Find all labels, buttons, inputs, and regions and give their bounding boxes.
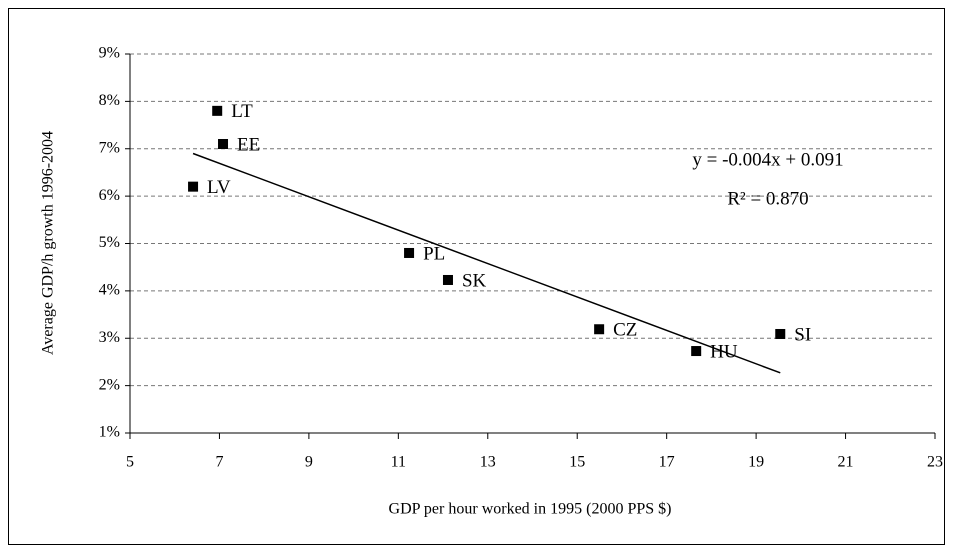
point [775,328,786,339]
point [442,274,453,285]
x-tick-label: 17 [659,454,675,471]
point-label: EE [237,134,260,155]
chart-frame [8,8,945,545]
y-tick-label: 4% [99,282,120,299]
trendline [192,152,781,374]
y-tick-label: 5% [99,234,120,251]
x-tick-label: 11 [391,454,406,471]
y-tick-label: 7% [99,139,120,156]
x-tick-label: 7 [215,454,223,471]
point [188,181,199,192]
y-axis-label: Average GDP/h growth 1996-2004 [40,131,57,355]
point [594,324,605,335]
y-tick-label: 3% [99,329,120,346]
point-label: SI [794,324,811,345]
point [691,346,702,357]
point [404,247,415,258]
x-axis-label: GDP per hour worked in 1995 (2000 PPS $) [389,501,672,518]
y-tick-label: 9% [99,45,120,62]
x-tick-label: 15 [569,454,585,471]
x-tick-label: 13 [480,454,496,471]
point-label: SK [462,270,487,291]
x-tick-label: 9 [305,454,313,471]
trend-equation: y = -0.004x + 0.091 [692,149,843,170]
y-tick-label: 6% [99,187,120,204]
point-label: HU [710,341,738,362]
x-tick-label: 19 [748,454,764,471]
y-tick-label: 2% [99,376,120,393]
x-tick-label: 21 [838,454,854,471]
point [212,105,223,116]
point-label: LT [231,101,253,122]
r-squared: R² = 0.870 [727,188,808,209]
point-label: LV [207,177,231,198]
y-tick-label: 1% [99,424,120,441]
point-label: CZ [613,320,637,341]
point-label: PL [423,243,445,264]
x-tick-label: 5 [126,454,134,471]
point [218,139,229,150]
x-tick-label: 23 [927,454,943,471]
y-tick-label: 8% [99,92,120,109]
